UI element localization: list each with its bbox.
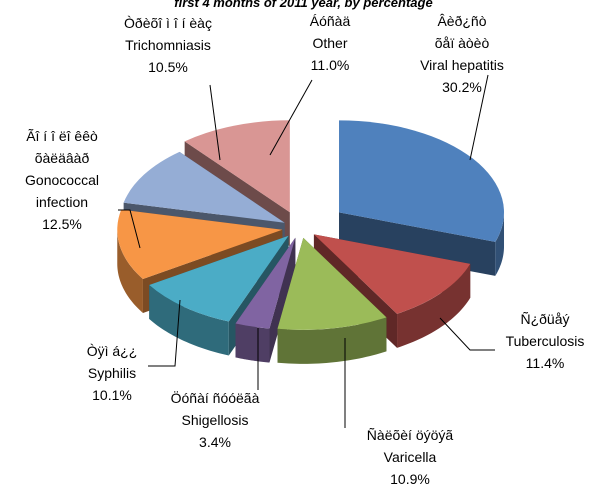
native-name: õàëäâàð — [34, 150, 90, 166]
slice-label: Ñàëõèí öýöýã Varicella 10.9% — [345, 424, 475, 490]
slice — [339, 120, 505, 242]
slice — [117, 209, 283, 280]
slice-label: Òÿì á¿¿ Syphilis 10.1% — [52, 340, 172, 406]
native-name: Âèð¿ñò — [437, 13, 487, 29]
leader-line — [439, 317, 495, 351]
category-name: Other — [312, 35, 348, 51]
slice-wall — [117, 229, 143, 314]
native-name: Òÿì á¿¿ — [86, 343, 138, 359]
leader-line — [118, 209, 141, 249]
category-name: Trichomniasis — [125, 37, 211, 53]
value-label: 11.0% — [310, 57, 350, 73]
leader-line — [209, 84, 221, 161]
category-name: Shigellosis — [181, 412, 249, 428]
value-label: 30.2% — [442, 79, 482, 95]
native-name: õåï àòèò — [434, 35, 490, 51]
slice-label: Öóñàí ñóóëãà Shigellosis 3.4% — [150, 387, 280, 453]
slice-label: Ñ¿ðüåý Tuberculosis 11.4% — [480, 308, 607, 374]
native-name: Ñ¿ðüåý — [520, 311, 570, 327]
native-name: Áóñàä — [309, 13, 351, 29]
value-label: 10.1% — [92, 387, 132, 403]
category-name: Tuberculosis — [505, 333, 585, 349]
chart-title: first 4 months of 2011 year, by percenta… — [174, 0, 433, 10]
slice — [313, 234, 471, 314]
slice-label: Áóñàä Other 11.0% — [285, 10, 375, 76]
native-name: Ñàëõèí öýöýã — [366, 427, 454, 443]
native-name: Öóñàí ñóóëãà — [170, 390, 260, 406]
slice — [149, 235, 289, 322]
native-name: Òðèõî ì î í èàç — [124, 15, 212, 31]
value-label: 3.4% — [199, 434, 231, 450]
native-name: Ãî í î ëî êêò — [26, 128, 98, 144]
slice-wall — [277, 317, 387, 364]
category-name: Varicella — [383, 449, 437, 465]
slice-label: Òðèõî ì î í èàç Trichomniasis 10.5% — [93, 12, 243, 78]
slice — [235, 237, 296, 329]
slice-wall — [397, 263, 471, 348]
leader-line — [469, 74, 489, 161]
slice — [123, 151, 285, 223]
slice-side — [339, 212, 496, 276]
category-name: Viral hepatitis — [420, 57, 504, 73]
leader-line — [148, 299, 181, 367]
slice-wall — [149, 285, 229, 356]
value-label: 12.5% — [42, 216, 82, 232]
value-label: 10.9% — [390, 471, 430, 487]
value-label: 11.4% — [525, 355, 565, 371]
slice — [184, 120, 290, 213]
slice — [277, 237, 387, 330]
leader-line — [269, 79, 313, 156]
value-label: 10.5% — [148, 59, 188, 75]
slice-label: Ãî í î ëî êêò õàëäâàð Gonococcal infection… — [12, 125, 112, 235]
category-name: Gonococcal infection — [25, 172, 99, 210]
slice-wall — [235, 323, 270, 363]
slice-label: Âèð¿ñò õåï àòèò Viral hepatitis 30.2% — [387, 10, 537, 98]
slice-wall — [495, 212, 505, 276]
category-name: Syphilis — [87, 365, 137, 381]
